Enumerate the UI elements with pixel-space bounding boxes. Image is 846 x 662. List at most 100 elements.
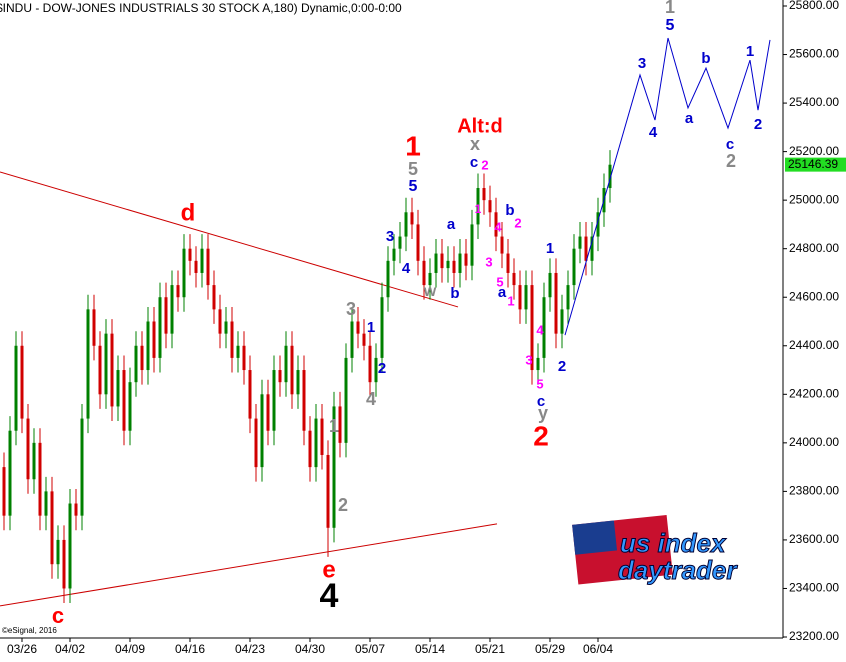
- candle-body: [416, 224, 420, 261]
- wave-label: 2: [726, 151, 736, 171]
- y-tick-label: 24400.00: [789, 338, 839, 352]
- candle-body: [356, 321, 360, 334]
- wave-label: 2: [533, 420, 549, 451]
- y-tick-label: 24200.00: [789, 386, 839, 400]
- wave-label: 1: [546, 240, 554, 257]
- candle-body: [56, 539, 60, 565]
- wave-label: b: [505, 202, 514, 219]
- candle-body: [458, 253, 462, 273]
- wave-label: 2: [754, 116, 762, 133]
- candle-body: [152, 321, 156, 358]
- candle-body: [332, 406, 336, 528]
- candle-body: [446, 260, 450, 269]
- candle-body: [452, 260, 456, 273]
- wave-label: c: [537, 393, 545, 410]
- projection-line: [564, 37, 771, 336]
- candle-body: [200, 248, 204, 273]
- candle-body: [410, 212, 414, 225]
- candle-body: [14, 345, 18, 431]
- candle-body: [380, 297, 384, 358]
- candle-body: [98, 345, 102, 395]
- logo-text: us index: [620, 528, 727, 558]
- wave-label: 5: [666, 17, 675, 34]
- x-tick-label: 03/26: [7, 642, 37, 656]
- y-tick-label: 23600.00: [789, 532, 839, 546]
- candle-body: [500, 236, 504, 254]
- candle-body: [182, 248, 186, 298]
- y-tick-label: 25400.00: [789, 95, 839, 109]
- candle-body: [608, 164, 612, 189]
- wave-label: 1: [507, 293, 514, 308]
- candle-body: [2, 467, 6, 516]
- wave-label: 2: [481, 157, 488, 172]
- candle-body: [62, 539, 66, 589]
- candle-body: [326, 454, 330, 528]
- candle-body: [596, 212, 600, 237]
- candle-body: [110, 333, 114, 407]
- candle-body: [146, 321, 150, 371]
- candle-body: [524, 285, 528, 310]
- last-price-label: 25146.39: [788, 157, 838, 171]
- x-tick-label: 04/02: [55, 642, 85, 656]
- candle-body: [440, 253, 444, 269]
- candle-body: [278, 370, 282, 383]
- candle-body: [434, 253, 438, 273]
- candle-body: [140, 345, 144, 371]
- wave-label: y: [538, 403, 548, 423]
- wave-label: 1: [329, 416, 339, 436]
- candle-body: [164, 297, 168, 334]
- candle-body: [158, 297, 162, 358]
- wave-label: a: [685, 110, 694, 127]
- x-tick-label: 04/09: [115, 642, 145, 656]
- chart-title: $INDU - DOW-JONES INDUSTRIALS 30 STOCK A…: [0, 1, 402, 15]
- candle-body: [80, 418, 84, 516]
- logo-flag-canton: [572, 520, 618, 555]
- candle-body: [476, 188, 480, 225]
- candle-body: [170, 285, 174, 334]
- candle-body: [44, 491, 48, 516]
- wave-label: 2: [338, 495, 348, 515]
- candle-body: [188, 248, 192, 261]
- candle-body: [212, 285, 216, 310]
- wave-label: 2: [378, 360, 386, 377]
- candle-body: [428, 272, 432, 286]
- candle-body: [104, 333, 108, 395]
- logo-text: daytrader: [618, 555, 738, 585]
- y-tick-label: 24800.00: [789, 241, 839, 255]
- candle-body: [206, 248, 210, 286]
- y-tick-label: 23800.00: [789, 484, 839, 498]
- candle-body: [176, 285, 180, 298]
- candle-body: [560, 309, 564, 334]
- candle-body: [494, 212, 498, 237]
- wave-label: 2: [558, 358, 566, 375]
- y-tick-label: 24600.00: [789, 289, 839, 303]
- candle-body: [296, 370, 300, 395]
- candle-body: [362, 333, 366, 346]
- wave-label: c: [726, 136, 734, 153]
- candle-body: [350, 321, 354, 358]
- candle-body: [464, 253, 468, 266]
- y-tick-label: 24000.00: [789, 435, 839, 449]
- x-tick-label: 05/29: [535, 642, 565, 656]
- candle-body: [542, 297, 546, 358]
- candle-body: [584, 236, 588, 261]
- candle-body: [518, 285, 522, 310]
- wave-label: 4: [494, 219, 502, 234]
- wave-label: 4: [366, 389, 376, 409]
- wave-label: a: [498, 284, 507, 301]
- candle-body: [572, 248, 576, 286]
- wave-label: 1: [367, 319, 375, 336]
- candle-body: [368, 345, 372, 383]
- candle-body: [530, 285, 534, 371]
- candle-body: [92, 309, 96, 346]
- y-tick-label: 25600.00: [789, 47, 839, 61]
- candle-body: [122, 370, 126, 431]
- candle-body: [374, 357, 378, 383]
- wave-label: 2: [514, 215, 521, 230]
- wave-label: 5: [536, 376, 543, 391]
- candle-body: [404, 212, 408, 237]
- logo: us index daytrader: [572, 514, 739, 585]
- x-tick-label: 04/30: [295, 642, 325, 656]
- candle-body: [254, 418, 258, 468]
